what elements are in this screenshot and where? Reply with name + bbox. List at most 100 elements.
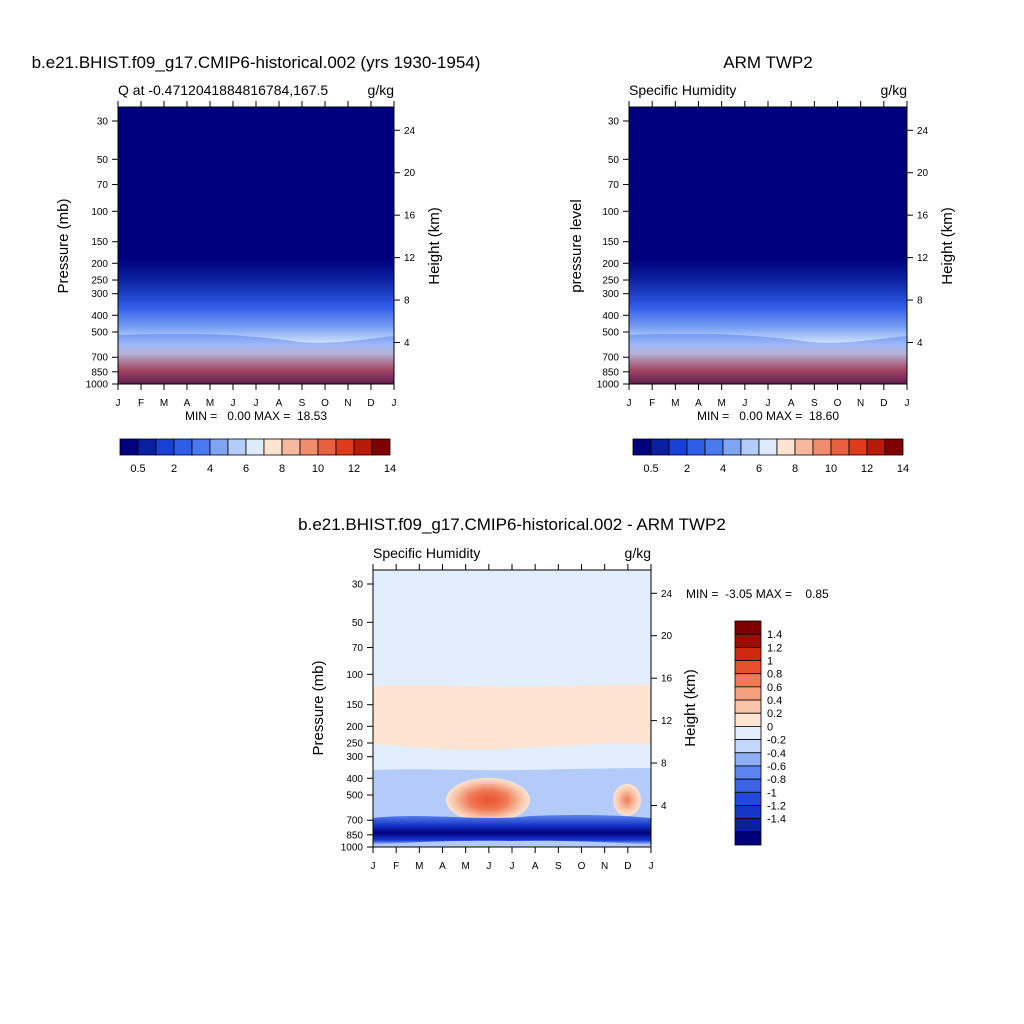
month-tick-label: J	[392, 398, 397, 409]
height-tick-label: 8	[917, 296, 923, 307]
pressure-tick-label: 500	[91, 328, 108, 339]
month-tick-label: N	[344, 398, 351, 409]
colorbar-label: 6	[243, 463, 249, 475]
pressure-tick-label: 50	[608, 155, 620, 166]
height-tick-label: 20	[661, 631, 673, 642]
colorbar-label: 1.4	[767, 629, 782, 641]
colorbar-swatch	[812, 438, 832, 456]
colorbar-swatch	[740, 438, 760, 456]
panel-diff-units: g/kg	[625, 545, 651, 561]
colorbar-label: -1.2	[767, 800, 786, 812]
panel-diff-negative-band	[373, 814, 651, 845]
height-tick-label: 12	[917, 253, 929, 264]
month-tick-label: J	[766, 398, 771, 409]
panel-model-units: g/kg	[368, 82, 394, 98]
colorbar-swatch	[281, 438, 301, 456]
panel-diff-colorbar: 1.41.210.80.60.40.20-0.2-0.4-0.6-0.8-1-1…	[734, 620, 786, 846]
month-tick-label: J	[254, 398, 259, 409]
pressure-tick-label: 400	[346, 774, 363, 785]
panel-diff-positive-band	[373, 684, 651, 750]
colorbar-swatch	[794, 438, 814, 456]
pressure-tick-label: 850	[91, 367, 108, 378]
month-tick-label: D	[367, 398, 374, 409]
panel-model: b.e21.BHIST.f09_g17.CMIP6-historical.002…	[32, 53, 481, 475]
colorbar-label: 1.2	[767, 642, 782, 654]
month-tick-label: J	[231, 398, 236, 409]
colorbar-swatch	[776, 438, 796, 456]
colorbar-swatch	[734, 673, 762, 688]
colorbar-swatch	[734, 726, 762, 740]
panel-diff-stats: MIN = -3.05 MAX = 0.85	[686, 587, 829, 601]
pressure-tick-label: 1000	[341, 843, 364, 854]
colorbar-swatch	[734, 633, 762, 648]
colorbar-swatch	[245, 438, 265, 456]
month-tick-label: J	[627, 398, 632, 409]
colorbar-swatch	[884, 438, 904, 456]
colorbar-swatch	[734, 765, 762, 780]
colorbar-label: 14	[384, 463, 396, 475]
colorbar-label: 0.4	[767, 695, 782, 707]
month-tick-label: A	[184, 398, 191, 409]
colorbar-swatch	[137, 438, 157, 456]
height-tick-label: 4	[404, 338, 410, 349]
panel-model-moist-layer	[118, 333, 394, 384]
month-tick-label: O	[834, 398, 842, 409]
colorbar-label: 4	[207, 463, 213, 475]
month-tick-label: S	[555, 861, 562, 872]
pressure-tick-label: 30	[352, 580, 364, 591]
pressure-tick-label: 200	[346, 722, 363, 733]
colorbar-label: 2	[684, 463, 690, 475]
month-tick-label: J	[510, 861, 515, 872]
colorbar-swatch	[722, 438, 742, 456]
month-tick-label: M	[671, 398, 679, 409]
month-tick-label: J	[116, 398, 121, 409]
panel-model-title: b.e21.BHIST.f09_g17.CMIP6-historical.002…	[32, 53, 481, 72]
colorbar-swatch	[734, 818, 762, 833]
colorbar-swatch	[758, 438, 778, 456]
panel-obs-moist-layer	[629, 333, 907, 384]
colorbar-label: 0.2	[767, 708, 782, 720]
panel-diff-dec-blob	[613, 784, 641, 816]
colorbar-swatch	[155, 438, 175, 456]
month-tick-label: O	[321, 398, 329, 409]
panel-obs: ARM TWP2 Specific Humidity g/kg 30 50 70 10…	[568, 53, 956, 475]
pressure-tick-label: 250	[602, 276, 619, 287]
colorbar-label: 8	[279, 463, 285, 475]
panel-diff: b.e21.BHIST.f09_g17.CMIP6-historical.002…	[298, 515, 829, 872]
pressure-tick-label: 30	[608, 117, 620, 128]
colorbar-label: -1.4	[767, 814, 786, 826]
colorbar-label: -0.6	[767, 761, 786, 773]
month-tick-label: A	[532, 861, 539, 872]
month-tick-label: A	[695, 398, 702, 409]
pressure-tick-label: 500	[346, 791, 363, 802]
colorbar-label: 0.5	[643, 463, 658, 475]
panel-obs-colorbar: 0.5 2 4 6 8 10 12 14	[632, 438, 909, 475]
height-tick-label: 4	[661, 801, 667, 812]
colorbar-swatch	[704, 438, 724, 456]
month-tick-label: J	[371, 861, 376, 872]
colorbar-swatch	[734, 699, 762, 714]
colorbar-swatch	[632, 438, 652, 456]
month-tick-label: S	[811, 398, 818, 409]
panel-model-ylabel-right: Height (km)	[426, 207, 443, 285]
panel-diff-title: b.e21.BHIST.f09_g17.CMIP6-historical.002…	[298, 515, 726, 534]
colorbar-label: 8	[792, 463, 798, 475]
pressure-tick-label: 1000	[86, 380, 109, 391]
height-tick-label: 24	[661, 589, 673, 600]
colorbar-label: 10	[312, 463, 324, 475]
height-tick-label: 4	[917, 338, 923, 349]
pressure-tick-label: 150	[346, 700, 363, 711]
pressure-tick-label: 1000	[597, 380, 620, 391]
colorbar-label: 6	[756, 463, 762, 475]
pressure-tick-label: 850	[602, 367, 619, 378]
height-tick-label: 24	[917, 126, 929, 137]
colorbar-label: -1	[767, 787, 777, 799]
colorbar-swatch	[173, 438, 193, 456]
panel-model-height-axis: 24 20 16 12 8 4	[394, 126, 416, 349]
colorbar-swatch	[734, 805, 762, 820]
panel-diff-max-blob	[446, 778, 530, 822]
month-tick-label: D	[880, 398, 887, 409]
panel-obs-stats: MIN = 0.00 MAX = 18.60	[697, 409, 839, 423]
colorbar-swatch	[734, 712, 762, 727]
pressure-tick-label: 250	[91, 276, 108, 287]
